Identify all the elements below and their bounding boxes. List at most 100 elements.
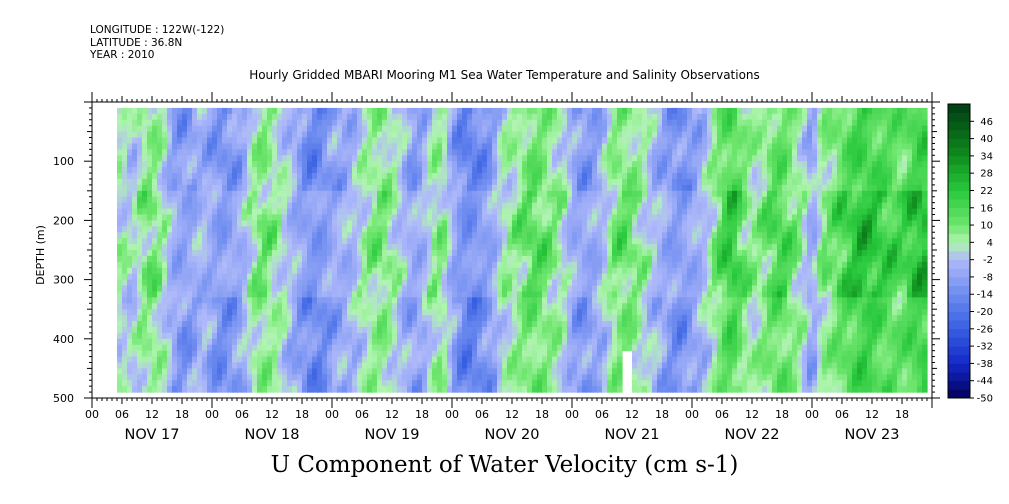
field-cell <box>337 143 343 150</box>
field-cell <box>572 267 578 275</box>
field-cell <box>262 297 268 304</box>
field-cell <box>397 178 403 186</box>
field-cell <box>387 173 393 180</box>
field-cell <box>427 226 433 233</box>
field-cell <box>147 315 153 322</box>
field-cell <box>317 244 323 251</box>
field-cell <box>172 386 178 393</box>
field-cell <box>242 332 248 340</box>
field-cell <box>162 315 168 322</box>
field-cell <box>492 232 498 239</box>
field-cell <box>172 374 178 381</box>
field-cell <box>432 220 438 227</box>
field-cell <box>417 149 423 156</box>
field-cell <box>342 232 348 239</box>
field-cell <box>352 226 358 233</box>
field-cell <box>597 137 603 145</box>
field-cell <box>477 338 483 346</box>
field-cell <box>397 309 403 316</box>
field-cell <box>257 350 263 358</box>
field-cell <box>307 309 313 316</box>
field-cell <box>292 137 298 145</box>
field-cell <box>392 386 398 393</box>
field-cell <box>587 350 593 358</box>
field-cell <box>252 107 258 115</box>
velocity-field <box>117 107 928 393</box>
field-cell <box>207 149 213 156</box>
year-text: YEAR : 2010 <box>90 49 155 61</box>
field-cell <box>337 173 343 180</box>
field-cell <box>432 250 438 257</box>
field-cell <box>332 386 338 393</box>
field-cell <box>207 208 213 216</box>
field-cell <box>437 167 443 174</box>
field-cell <box>297 279 303 287</box>
field-cell <box>277 178 283 186</box>
field-cell <box>472 173 478 180</box>
field-cell <box>552 232 558 239</box>
field-cell <box>407 285 413 293</box>
field-cell <box>277 356 283 364</box>
field-cell <box>482 315 488 322</box>
field-cell <box>162 226 168 233</box>
field-cell <box>417 350 423 358</box>
field-cell <box>507 214 513 221</box>
field-cell <box>512 202 518 210</box>
field-cell <box>257 208 263 216</box>
field-cell <box>602 214 608 221</box>
field-cell <box>547 380 553 387</box>
field-cell <box>467 178 473 186</box>
field-cell <box>127 238 133 245</box>
field-cell <box>407 368 413 375</box>
field-cell <box>207 113 213 121</box>
field-cell <box>212 374 218 381</box>
field-cell <box>297 208 303 216</box>
field-cell <box>402 208 408 216</box>
field-cell <box>257 279 263 287</box>
field-cell <box>412 315 418 322</box>
field-cell <box>637 149 643 156</box>
field-cell <box>177 350 183 358</box>
field-cell <box>322 386 328 393</box>
field-cell <box>352 214 358 221</box>
field-cell <box>117 297 123 304</box>
field-cell <box>527 279 533 287</box>
field-cell <box>167 113 173 121</box>
field-cell <box>147 297 153 304</box>
field-cell <box>322 250 328 257</box>
field-cell <box>127 338 133 346</box>
field-cell <box>427 309 433 316</box>
field-cell <box>322 238 328 245</box>
field-cell <box>607 149 613 156</box>
field-cell <box>122 196 128 204</box>
field-cell <box>257 196 263 204</box>
field-cell <box>277 297 283 304</box>
field-cell <box>267 291 273 298</box>
field-cell <box>512 190 518 198</box>
field-cell <box>282 261 288 269</box>
field-cell <box>237 303 243 310</box>
field-cell <box>542 113 548 121</box>
field-cell <box>152 107 158 115</box>
field-cell <box>192 178 198 186</box>
field-cell <box>467 107 473 115</box>
field-cell <box>247 161 253 168</box>
field-cell <box>122 338 128 346</box>
field-cell <box>597 214 603 221</box>
field-cell <box>452 309 458 316</box>
field-cell <box>307 261 313 269</box>
field-cell <box>297 119 303 127</box>
field-cell <box>452 196 458 204</box>
field-cell <box>312 315 318 322</box>
field-cell <box>477 309 483 316</box>
field-cell <box>272 107 278 115</box>
field-cell <box>147 291 153 298</box>
field-cell <box>607 321 613 328</box>
field-cell <box>632 149 638 156</box>
field-cell <box>527 149 533 156</box>
field-cell <box>152 386 158 393</box>
field-cell <box>322 368 328 375</box>
field-cell <box>492 184 498 192</box>
field-cell <box>117 232 123 239</box>
field-cell <box>417 125 423 133</box>
